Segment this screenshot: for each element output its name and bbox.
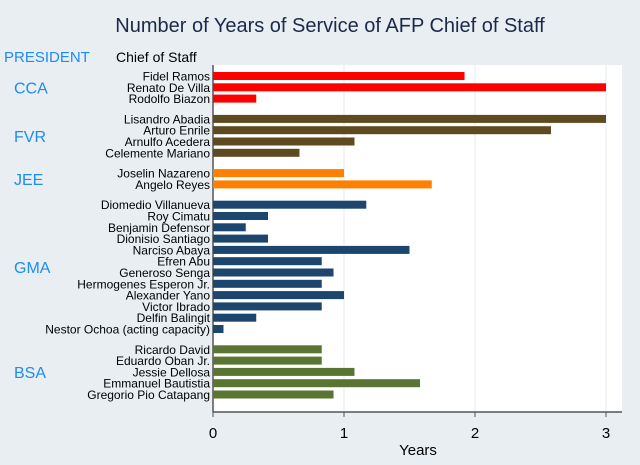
bar	[213, 72, 465, 80]
category-label: Fidel Ramos	[143, 70, 210, 84]
category-label: Gregorio Pio Catapang	[87, 388, 210, 402]
bar	[213, 83, 606, 92]
category-label: Emmanuel Bautistia	[103, 377, 210, 391]
category-label: Renato De Villa	[127, 81, 210, 95]
category-label: Angelo Reyes	[135, 178, 210, 192]
bar	[213, 390, 334, 399]
bar	[213, 245, 410, 254]
bar	[213, 302, 322, 311]
bar	[213, 379, 420, 388]
category-header: Chief of Staff	[116, 49, 197, 65]
category-label: Generoso Senga	[119, 266, 210, 280]
category-label: Eduardo Oban Jr.	[116, 354, 210, 368]
chart-title: Number of Years of Service of AFP Chief …	[115, 15, 545, 37]
bar	[213, 234, 269, 243]
x-tick-label: 0	[209, 425, 217, 442]
group-label: BSA	[14, 365, 46, 382]
category-label: Delfin Balingit	[137, 311, 211, 325]
bar	[213, 279, 322, 288]
category-label: Nestor Ochoa (acting capacity)	[45, 323, 210, 337]
bar	[213, 169, 344, 178]
x-tick-label: 1	[340, 425, 348, 442]
category-label: Victor Ibrado	[142, 300, 210, 314]
bar	[213, 257, 322, 266]
x-tick-label: 2	[471, 425, 479, 442]
bar	[213, 325, 224, 333]
category-label: Celemente Mariano	[105, 146, 210, 160]
group-label: CCA	[14, 80, 48, 97]
category-label: Jessie Dellosa	[133, 365, 211, 379]
category-label: Ricardo David	[135, 343, 210, 357]
category-label: Roy Cimatu	[147, 210, 210, 224]
bar	[213, 180, 432, 189]
bar	[213, 94, 257, 103]
bar	[213, 313, 257, 322]
bar	[213, 345, 322, 354]
bar	[213, 148, 300, 157]
x-axis-label: Years	[399, 442, 437, 459]
bar	[213, 212, 269, 220]
category-label: Rodolfo Biazon	[129, 92, 210, 106]
group-label: JEE	[14, 172, 43, 189]
category-label: Dionisio Santiago	[117, 232, 211, 246]
bar	[213, 223, 246, 232]
group-label: GMA	[14, 260, 51, 277]
bar	[213, 268, 334, 277]
bar	[213, 200, 367, 209]
bar	[213, 367, 355, 376]
category-label: Hermogenes Esperon Jr.	[77, 277, 210, 291]
bar	[213, 291, 344, 300]
bar	[213, 114, 606, 123]
category-label: Arnulfo Acedera	[125, 135, 211, 149]
bar	[213, 126, 551, 135]
bar	[213, 137, 355, 146]
x-tick-label: 3	[602, 425, 610, 442]
category-label: Joselin Nazareno	[117, 167, 210, 181]
bar	[213, 356, 322, 365]
category-label: Arturo Enrile	[143, 124, 210, 138]
category-label: Benjamin Defensor	[108, 221, 210, 235]
category-label: Diomedio Villanueva	[101, 198, 211, 212]
category-label: Efren Abu	[157, 255, 210, 269]
group-label: FVR	[14, 129, 46, 146]
category-label: Lisandro Abadia	[124, 112, 210, 126]
group-header: PRESIDENT	[4, 49, 90, 66]
category-label: Narciso Abaya	[133, 243, 211, 257]
category-label: Alexander Yano	[126, 289, 211, 303]
